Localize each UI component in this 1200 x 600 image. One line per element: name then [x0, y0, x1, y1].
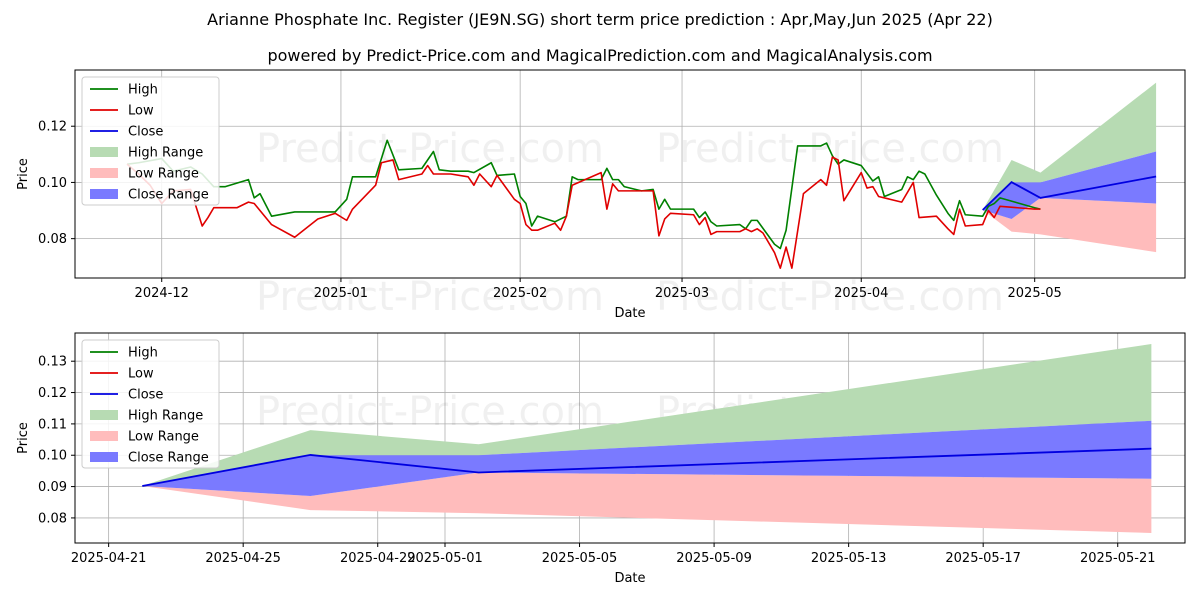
top-legend-patch-swatch [90, 189, 118, 199]
bottom-high-range-band [142, 343, 1152, 486]
bottom-chart-panel: Predict-Price.comPredict-Price.com2025-0… [16, 332, 1186, 586]
bottom-legend-label: High Range [128, 409, 203, 424]
bottom-x-tick-label: 2025-05-09 [676, 551, 752, 566]
top-x-tick-label: 2024-12 [135, 286, 189, 301]
bottom-low-range-band [142, 472, 1152, 533]
bottom-x-axis-label: Date [614, 571, 645, 586]
top-x-tick-label: 2025-04 [834, 286, 888, 301]
top-x-tick-label: 2025-03 [655, 286, 709, 301]
top-legend-label: High [128, 83, 158, 98]
bottom-axes-frame [74, 332, 1186, 544]
bottom-x-tick-label: 2025-04-25 [205, 551, 281, 566]
bottom-legend-label: High [128, 346, 158, 361]
top-close-series-line [982, 175, 1157, 211]
top-legend-label: Low Range [128, 167, 199, 182]
bottom-legend-patch-swatch [90, 410, 118, 420]
bottom-y-tick-label: 0.11 [38, 417, 67, 432]
top-x-tick-label: 2025-01 [314, 286, 368, 301]
bottom-y-tick-label: 0.13 [38, 355, 67, 370]
bottom-x-tick-label: 2025-05-01 [407, 551, 483, 566]
bottom-x-tick-label: 2025-05-17 [945, 551, 1021, 566]
top-x-tick-label: 2025-02 [493, 286, 547, 301]
top-legend-label: Low [128, 104, 154, 119]
bottom-x-tick-label: 2025-05-05 [542, 551, 618, 566]
bottom-plot-area [142, 343, 1152, 533]
top-y-axis-label: Price [16, 158, 31, 190]
top-watermark: Predict-Price.com [256, 126, 604, 172]
top-legend: High Low Close High Range Low Range Close Ran… [81, 76, 220, 206]
chart-title: Arianne Phosphate Inc. Register (JE9N.SG… [207, 10, 993, 29]
top-legend-label: Close [128, 125, 163, 140]
bottom-legend: High Low Close High Range Low Range Close Ran… [81, 339, 220, 469]
bottom-y-tick-label: 0.10 [38, 449, 67, 464]
top-low-range-band [982, 197, 1157, 253]
top-y-tick-label: 0.08 [38, 232, 67, 247]
bottom-x-tick-label: 2025-04-21 [71, 551, 147, 566]
bottom-x-tick-label: 2025-04-29 [340, 551, 416, 566]
bottom-legend-label: Low Range [128, 430, 199, 445]
top-watermark: Predict-Price.com [656, 274, 1004, 320]
top-y-tick-label: 0.12 [38, 120, 67, 135]
top-legend-patch-swatch [90, 147, 118, 157]
top-plot-area [126, 82, 1157, 269]
top-watermark: Predict-Price.com [256, 274, 604, 320]
bottom-y-axis-label: Price [16, 422, 31, 454]
top-x-tick-label: 2025-05 [1008, 286, 1062, 301]
top-y-tick-label: 0.10 [38, 176, 67, 191]
bottom-legend-label: Close [128, 388, 163, 403]
bottom-y-tick-label: 0.09 [38, 480, 67, 495]
top-axes-frame [74, 69, 1186, 279]
bottom-close-series-line [142, 447, 1152, 487]
bottom-x-tick-label: 2025-05-21 [1080, 551, 1156, 566]
bottom-legend-patch-swatch [90, 452, 118, 462]
bottom-legend-label: Low [128, 367, 154, 382]
top-x-axis-label: Date [614, 306, 645, 321]
top-low-series-line [126, 156, 1041, 269]
top-close-range-band [982, 151, 1157, 219]
chart-subtitle: powered by Predict-Price.com and Magical… [267, 46, 933, 65]
bottom-close-range-band [142, 420, 1152, 496]
top-legend-label: High Range [128, 146, 203, 161]
bottom-y-tick-label: 0.08 [38, 511, 67, 526]
top-chart-panel: Predict-Price.com Predict-Price.com Predic… [16, 69, 1186, 321]
bottom-x-tick-label: 2025-05-13 [811, 551, 887, 566]
bottom-legend-label: Close Range [128, 451, 209, 466]
top-legend-patch-swatch [90, 168, 118, 178]
bottom-y-tick-label: 0.12 [38, 386, 67, 401]
bottom-legend-patch-swatch [90, 431, 118, 441]
top-high-range-band [982, 82, 1157, 210]
bottom-watermark: Predict-Price.com [256, 389, 604, 435]
top-legend-label: Close Range [128, 188, 209, 203]
